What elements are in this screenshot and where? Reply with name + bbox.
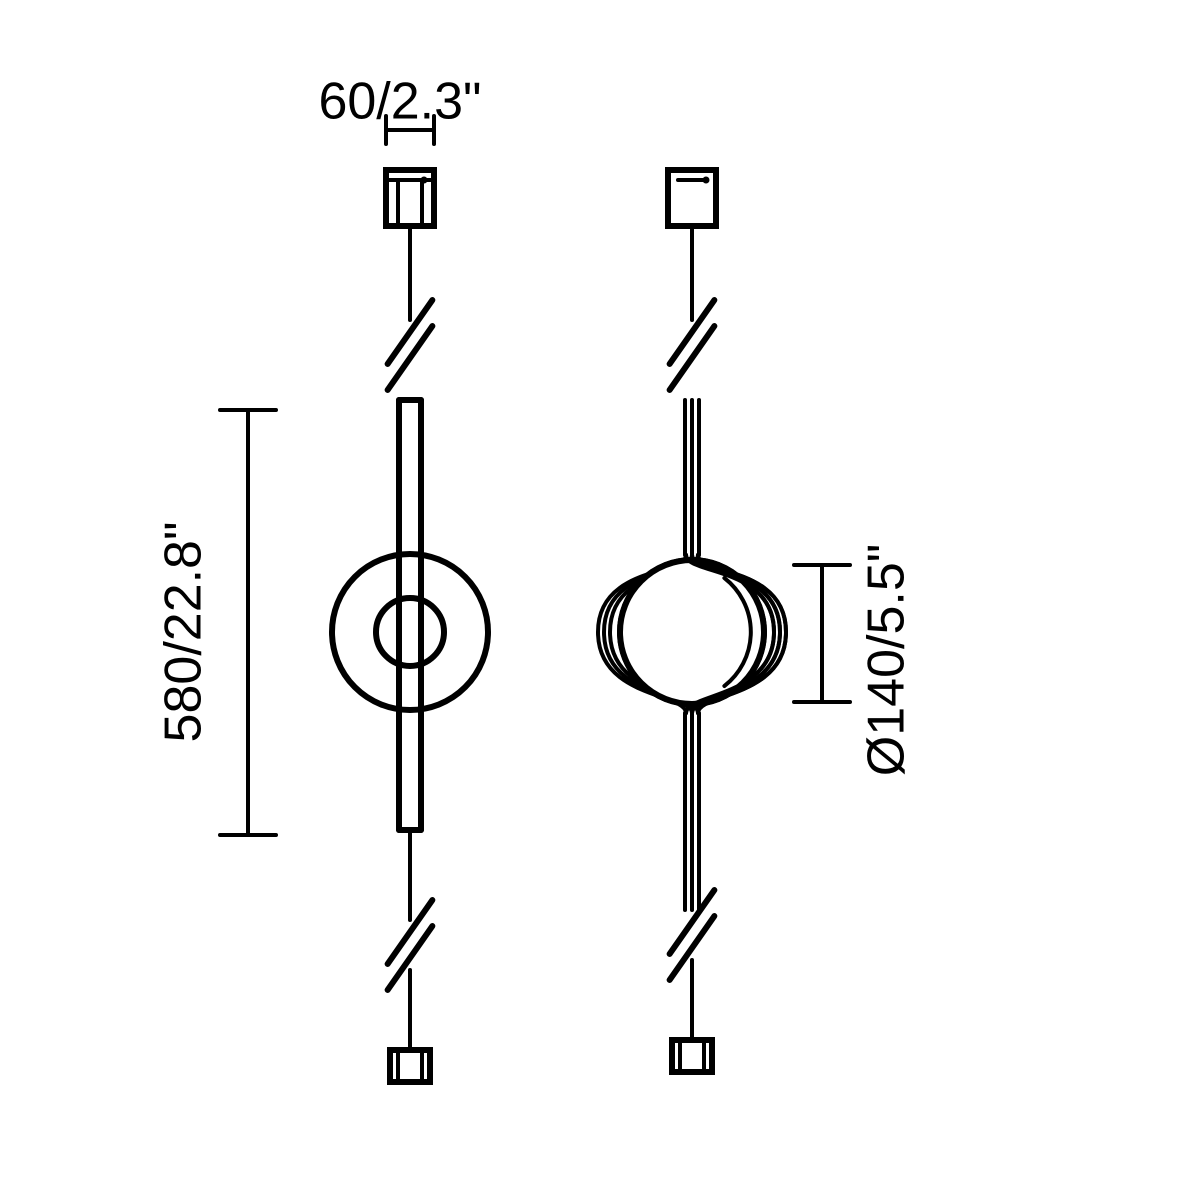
svg-text:580/22.8": 580/22.8" [155, 522, 213, 743]
svg-text:Ø140/5.5": Ø140/5.5" [858, 544, 916, 776]
svg-text:60/2.3": 60/2.3" [318, 73, 481, 131]
